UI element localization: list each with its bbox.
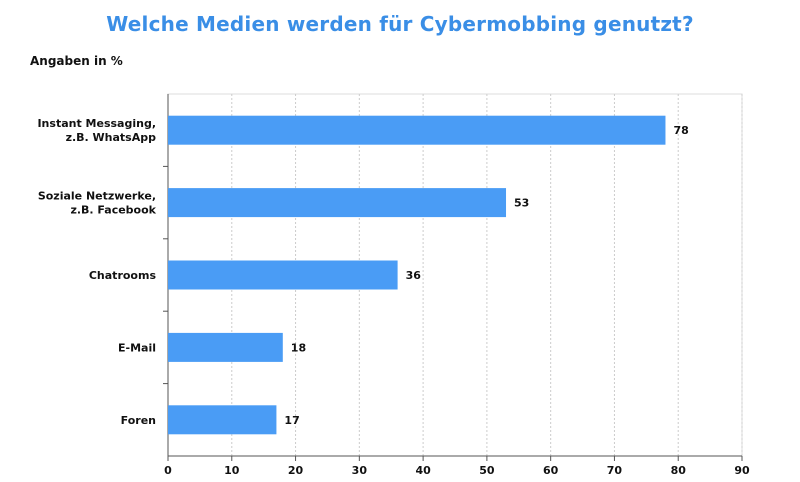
x-tick-label: 60 (543, 464, 559, 477)
category-label: Chatrooms (89, 269, 157, 282)
x-tick-label: 30 (352, 464, 368, 477)
data-label: 36 (406, 269, 422, 282)
data-label: 78 (673, 124, 688, 137)
category-label: z.B. Facebook (70, 204, 156, 217)
x-tick-label: 70 (607, 464, 623, 477)
category-label: E-Mail (118, 341, 156, 354)
bar (168, 260, 398, 290)
bar (168, 115, 666, 145)
data-label: 53 (514, 197, 529, 210)
x-tick-label: 10 (224, 464, 240, 477)
chart-title: Welche Medien werden für Cybermobbing ge… (106, 12, 694, 36)
bar (168, 405, 277, 435)
data-label: 18 (291, 341, 306, 354)
x-tick-label: 80 (671, 464, 687, 477)
bar (168, 332, 283, 362)
x-tick-label: 90 (734, 464, 750, 477)
category-label: Instant Messaging, (37, 117, 156, 130)
category-label: Soziale Netzwerke, (38, 190, 156, 203)
category-label: Foren (121, 414, 156, 427)
x-tick-label: 40 (415, 464, 431, 477)
category-label: z.B. WhatsApp (66, 131, 157, 144)
x-tick-label: 50 (479, 464, 495, 477)
data-label: 17 (284, 414, 299, 427)
unit-label: Angaben in % (30, 54, 123, 68)
bar (168, 188, 507, 218)
x-tick-label: 0 (164, 464, 172, 477)
x-tick-label: 20 (288, 464, 304, 477)
